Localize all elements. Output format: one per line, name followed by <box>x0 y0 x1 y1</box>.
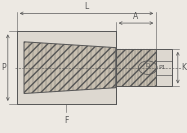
Text: A: A <box>133 12 139 21</box>
Polygon shape <box>17 32 116 104</box>
Text: L: L <box>84 2 89 11</box>
Text: D: D <box>146 63 150 68</box>
Text: P: P <box>1 63 6 72</box>
Text: K: K <box>181 63 186 72</box>
Polygon shape <box>156 49 172 86</box>
Polygon shape <box>116 49 156 86</box>
Text: P1: P1 <box>159 65 166 70</box>
Polygon shape <box>24 42 116 93</box>
Text: F: F <box>64 115 68 124</box>
